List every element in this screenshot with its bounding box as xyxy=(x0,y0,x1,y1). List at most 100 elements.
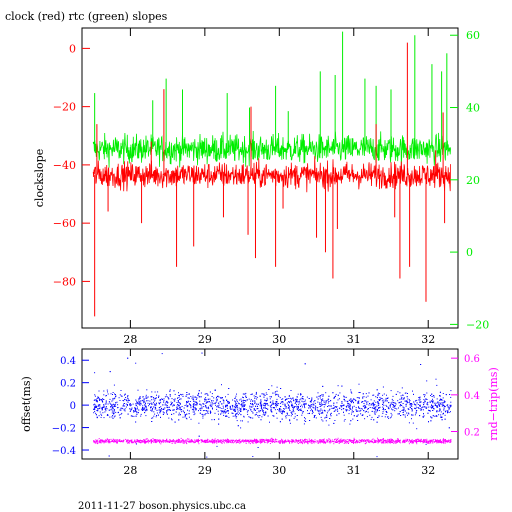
offset-point xyxy=(103,394,105,396)
offset-point xyxy=(383,407,384,409)
rnd-trip-point xyxy=(259,438,261,440)
rnd-trip-point xyxy=(109,440,111,442)
rnd-trip-point xyxy=(179,439,181,441)
offset-point xyxy=(228,410,229,412)
rnd-trip-point xyxy=(266,440,268,442)
offset-point xyxy=(395,393,397,395)
rnd-trip-point xyxy=(298,441,300,443)
offset-point xyxy=(172,405,174,407)
offset-point xyxy=(294,413,296,415)
rnd-trip-point xyxy=(179,440,181,442)
slope-y-tick-label: −60 xyxy=(53,217,76,230)
rnd-trip-point xyxy=(104,440,105,442)
offset-point xyxy=(195,396,197,398)
offset-point xyxy=(252,412,254,414)
rnd-trip-point xyxy=(139,440,141,442)
offset-point xyxy=(327,406,328,407)
offset-point xyxy=(417,407,419,408)
offset-point xyxy=(142,405,144,407)
rnd-trip-point xyxy=(340,441,342,443)
offset-point xyxy=(446,410,448,412)
offset-point xyxy=(444,414,446,416)
offset-point xyxy=(112,417,114,419)
offset-point xyxy=(331,407,333,409)
offset-point xyxy=(355,407,357,409)
rnd-trip-point xyxy=(182,439,184,440)
offset-point xyxy=(296,407,298,409)
offset-point xyxy=(143,398,145,400)
offset-point xyxy=(316,396,318,398)
rnd-trip-point xyxy=(450,440,452,442)
offset-point xyxy=(138,398,140,400)
offset-point xyxy=(244,393,246,395)
offset-point xyxy=(251,406,253,408)
offset-point xyxy=(419,405,421,407)
offset-point xyxy=(127,396,129,398)
rnd-trip-point xyxy=(407,439,409,441)
offset-point xyxy=(226,407,228,409)
offset-point xyxy=(405,392,407,394)
rnd-trip-point xyxy=(162,441,164,443)
offset-point xyxy=(394,405,396,407)
offset-point xyxy=(115,411,117,413)
rnd-trip-point xyxy=(134,439,136,441)
offset-point xyxy=(252,405,254,407)
rnd-trip-point xyxy=(237,441,239,443)
rnd-trip-point xyxy=(396,441,398,443)
rnd-trip-point xyxy=(331,439,333,441)
offset-point xyxy=(196,397,198,399)
offset-point xyxy=(95,412,97,414)
offset-point xyxy=(256,403,258,405)
rnd-trip-point xyxy=(104,439,106,441)
offset-point xyxy=(244,404,246,406)
rnd-trip-point xyxy=(222,439,224,441)
rnd-trip-point xyxy=(265,438,267,440)
rnd-trip-point xyxy=(134,441,136,442)
offset-point xyxy=(264,405,266,407)
rnd-trip-point xyxy=(283,441,285,443)
offset-point xyxy=(321,419,323,421)
rnd-trip-point xyxy=(140,442,142,444)
offset-point xyxy=(235,413,237,415)
offset-point xyxy=(273,415,275,417)
rnd-trip-point xyxy=(410,440,412,442)
rnd-trip-point xyxy=(358,439,360,441)
offset-point xyxy=(113,384,115,386)
rnd-trip-point xyxy=(257,440,258,442)
offset-point xyxy=(145,410,147,412)
rnd-trip-point xyxy=(438,441,440,443)
offset-point xyxy=(195,409,197,411)
rnd-trip-point xyxy=(224,440,225,442)
offset-point xyxy=(311,408,313,410)
rnd-trip-point xyxy=(149,439,151,441)
offset-point xyxy=(227,401,229,402)
offset-point xyxy=(280,402,282,404)
offset-point xyxy=(300,409,301,411)
offset-point xyxy=(267,404,269,406)
offset-point xyxy=(385,414,387,415)
offset-point xyxy=(113,412,115,414)
offset-point xyxy=(352,400,354,402)
offset-point xyxy=(374,408,375,410)
offset-point xyxy=(408,399,410,401)
offset-point xyxy=(420,401,422,403)
rnd-trip-point xyxy=(265,440,267,441)
offset-point xyxy=(418,407,420,409)
offset-point xyxy=(194,401,196,403)
rnd-trip-point xyxy=(284,441,286,443)
offset-point xyxy=(392,400,394,402)
rnd-trip-point xyxy=(267,441,269,443)
offset-point xyxy=(260,399,262,401)
offset-point xyxy=(304,403,306,404)
offset-point xyxy=(383,401,385,403)
rnd-trip-point xyxy=(94,442,96,444)
rnd-trip-point xyxy=(137,439,139,441)
rnd-trip-point xyxy=(97,439,99,441)
offset-point xyxy=(409,407,411,409)
rnd-trip-point xyxy=(439,441,441,443)
offset-point xyxy=(179,393,181,395)
rtc-y-tick-label: 20 xyxy=(466,174,480,187)
rnd-trip-point xyxy=(228,440,230,442)
offset-point xyxy=(408,413,410,415)
rnd-trip-point xyxy=(440,442,442,444)
